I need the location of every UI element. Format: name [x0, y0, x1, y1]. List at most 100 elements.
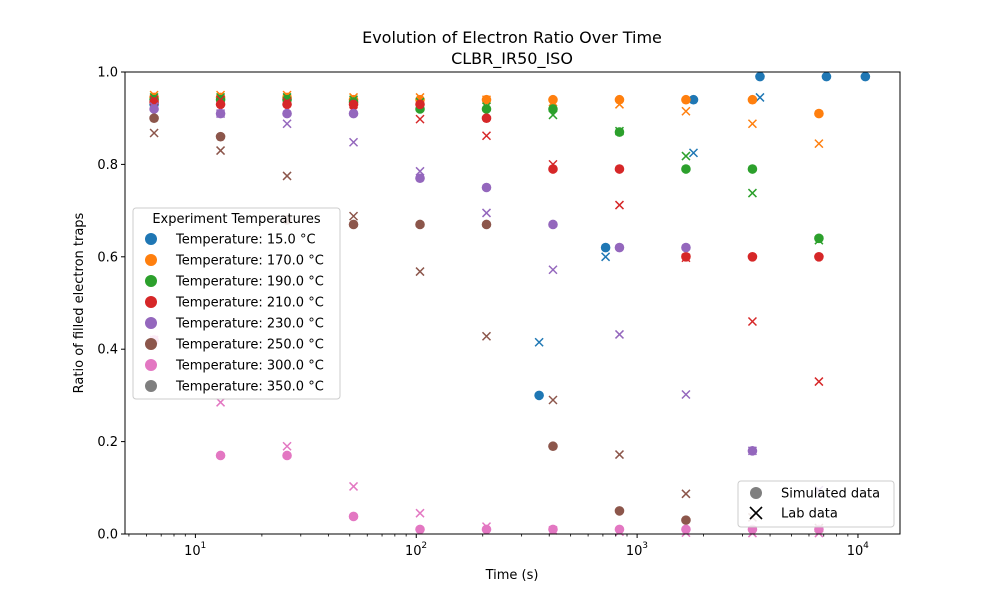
y-tick-label: 0.6	[97, 250, 118, 265]
simulated-point	[688, 94, 699, 105]
marker-legend-entry: Simulated data	[750, 487, 880, 502]
lab-point	[481, 95, 492, 105]
x-tick-exponent: 3	[642, 541, 648, 551]
lab-point	[534, 337, 544, 347]
legend-box	[132, 207, 341, 400]
lab-point	[415, 267, 425, 277]
x-axis-label: Time (s)	[485, 568, 539, 583]
lab-point	[614, 450, 624, 460]
legend-label: Temperature: 170.0 °C	[175, 254, 324, 269]
simulated-point	[600, 242, 611, 253]
lab-point	[688, 148, 699, 158]
simulated-point	[282, 108, 292, 119]
lab-point	[548, 159, 558, 169]
lab-point	[747, 528, 757, 538]
simulated-point	[415, 99, 425, 110]
simulated-point	[548, 164, 558, 174]
marker-legend-label: Lab data	[781, 507, 838, 522]
x-tick-label: 10	[184, 544, 201, 559]
simulated-point	[481, 104, 492, 114]
chart-subtitle: CLBR_IR50_ISO	[451, 49, 573, 69]
lab-point	[415, 114, 425, 124]
simulated-point	[534, 390, 544, 401]
legend-label: Temperature: 250.0 °C	[175, 338, 324, 353]
simulated-point	[282, 450, 292, 461]
simulated-point	[681, 524, 691, 535]
legend-entry: Temperature: 170.0 °C	[145, 254, 324, 269]
lab-point	[282, 119, 292, 129]
simulated-point	[282, 99, 292, 110]
lab-point	[216, 146, 226, 156]
simulated-point	[481, 113, 492, 123]
simulated-point	[481, 182, 492, 193]
lab-point	[282, 441, 292, 451]
lab-point	[481, 522, 492, 532]
legend-marker	[145, 338, 157, 350]
x-tick-exponent: 1	[201, 541, 207, 551]
lab-point	[481, 131, 492, 141]
simulated-point	[681, 164, 691, 174]
legend-entry: Temperature: 190.0 °C	[145, 275, 324, 290]
lab-point	[481, 331, 492, 341]
y-axis: 0.0 0.2 0.4 0.6 0.8 1.0	[97, 66, 125, 543]
legend-entry: Temperature: 300.0 °C	[145, 359, 324, 374]
simulated-point	[747, 164, 758, 174]
y-tick-label: 1.0	[97, 66, 118, 81]
simulated-point	[860, 71, 871, 82]
lab-point	[814, 377, 824, 387]
simulated-point	[614, 506, 625, 516]
legend-marker	[145, 254, 157, 266]
lab-point	[349, 481, 359, 491]
legend-marker	[145, 359, 157, 371]
simulated-point	[415, 173, 425, 184]
simulated-point	[348, 108, 359, 119]
legend-title: Experiment Temperatures	[152, 212, 321, 227]
legend-label: Temperature: 230.0 °C	[175, 317, 324, 332]
lab-point	[681, 489, 691, 499]
lab-point	[282, 171, 292, 181]
x-tick-label: 10	[626, 544, 643, 559]
lab-point	[614, 329, 624, 339]
marker-legend-label: Simulated data	[781, 487, 880, 502]
simulated-point	[755, 71, 765, 82]
x-tick-exponent: 4	[863, 541, 869, 551]
lab-point	[681, 389, 691, 400]
legend-marker	[145, 317, 157, 329]
legend-entry: Temperature: 230.0 °C	[145, 317, 324, 332]
simulated-point	[614, 164, 625, 174]
lab-point	[614, 99, 624, 109]
simulated-point	[548, 219, 558, 230]
simulated-point	[149, 113, 159, 123]
simulated-point	[149, 104, 159, 114]
legend-marker	[145, 233, 157, 245]
legend-label: Temperature: 15.0 °C	[175, 233, 316, 248]
x-tick-label: 10	[847, 544, 864, 559]
lab-point	[149, 95, 159, 105]
lab-point	[548, 265, 558, 275]
x-tick-exponent: 2	[421, 541, 427, 551]
lab-point	[548, 395, 558, 405]
simulated-point	[415, 219, 425, 230]
lab-point	[481, 102, 492, 112]
series-3	[149, 95, 824, 387]
simulated-point	[814, 251, 824, 262]
legend-marker	[145, 275, 157, 287]
simulated-point	[814, 233, 824, 244]
simulated-point	[747, 94, 758, 105]
lab-point	[216, 109, 226, 119]
simulated-point	[614, 242, 625, 253]
legend-entry: Temperature: 350.0 °C	[145, 380, 324, 395]
y-tick-label: 0.8	[97, 158, 118, 173]
x-axis: 10 1 10 2 10 3 10 4	[128, 534, 869, 559]
legend-entry: Temperature: 210.0 °C	[145, 296, 324, 311]
legend-label: Temperature: 210.0 °C	[175, 296, 324, 311]
simulated-point	[681, 242, 691, 253]
simulated-point	[548, 104, 558, 114]
legend-marker	[145, 380, 157, 392]
simulated-point	[814, 108, 824, 119]
marker-legend-circle	[750, 487, 762, 499]
simulated-point	[215, 450, 226, 461]
lab-point	[415, 166, 425, 176]
x-tick-label: 10	[405, 544, 422, 559]
lab-point	[601, 252, 611, 262]
